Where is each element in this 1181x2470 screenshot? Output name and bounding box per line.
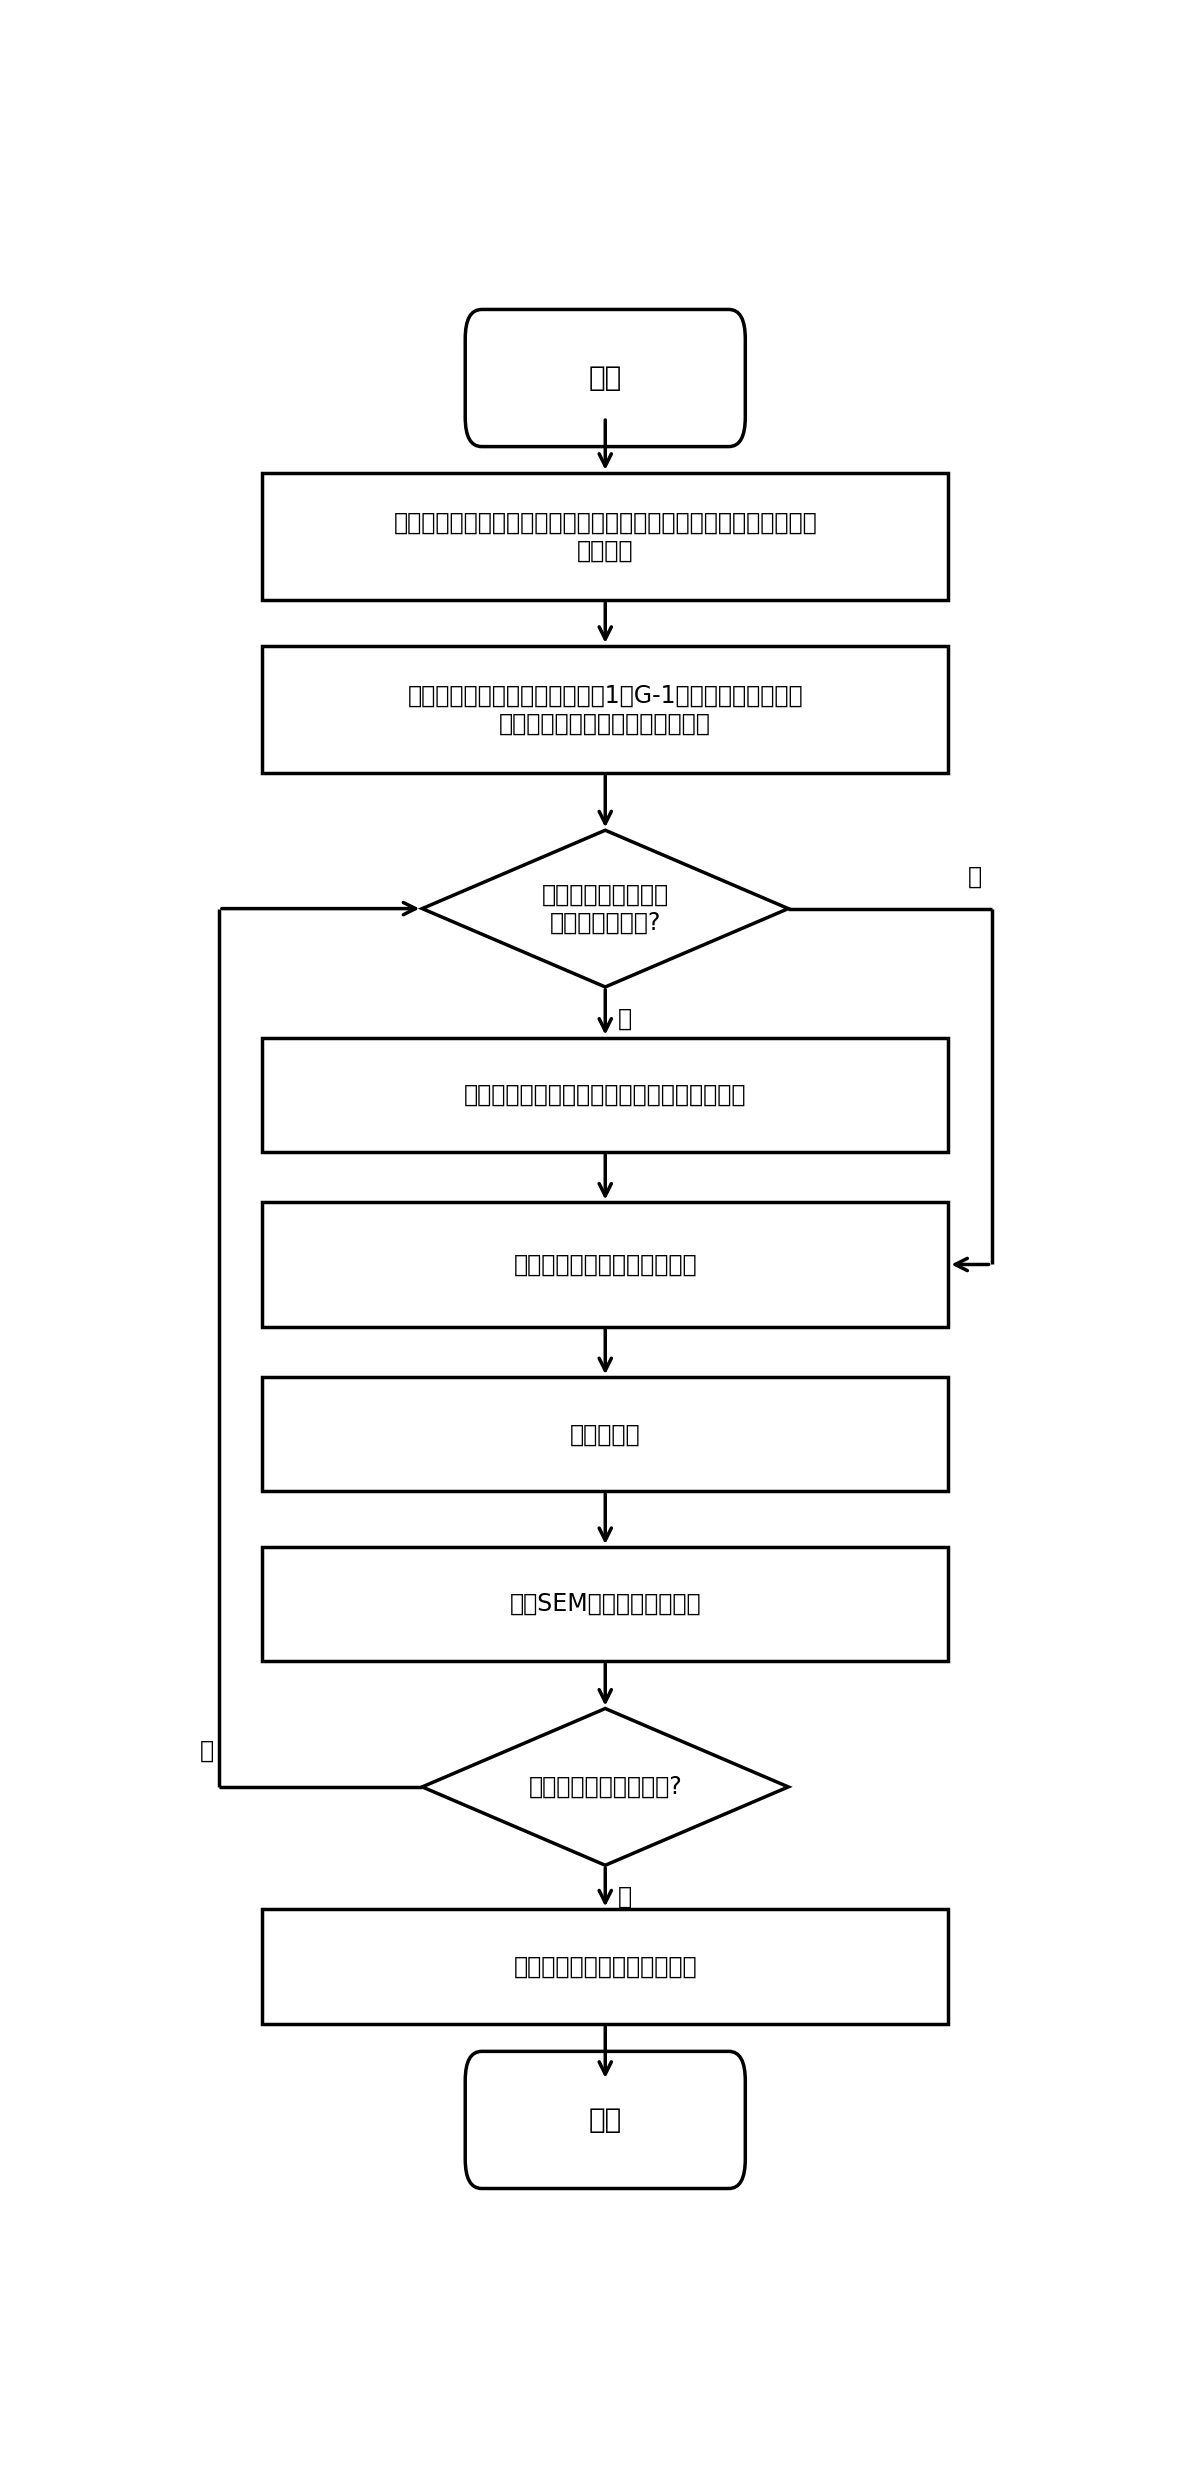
Text: 通过特征值搜索方法调整各受水用户供水过程: 通过特征值搜索方法调整各受水用户供水过程 [464,1082,746,1107]
Text: 得到水库供水调度全局最优解: 得到水库供水调度全局最优解 [514,1954,697,1978]
Text: 是: 是 [618,1885,632,1909]
Text: 是: 是 [968,864,983,889]
Text: 否: 否 [201,1739,215,1764]
Bar [262,1909,948,2023]
Text: 结束: 结束 [588,2107,622,2134]
Bar [262,1203,948,1326]
Text: 水量平衡计算，边界约束处理: 水量平衡计算，边界约束处理 [514,1252,697,1277]
Text: 否: 否 [618,1008,632,1030]
Text: 开始: 开始 [588,363,622,393]
Bar [262,1546,948,1662]
FancyBboxPatch shape [465,309,745,447]
Text: 根据水量平衡计算，随机生成第1到G-1个水利枢纽初始多方
引调水过程，作为粒子的初始位置: 根据水量平衡计算，随机生成第1到G-1个水利枢纽初始多方 引调水过程，作为粒子的… [407,684,803,736]
Bar [262,645,948,773]
Bar [262,472,948,600]
Text: 根据预报入流以及水库当前时段坝前水位，确定水利枢纽当前时段的
供水模式: 根据预报入流以及水库当前时段坝前水位，确定水利枢纽当前时段的 供水模式 [393,511,817,563]
Text: 是否满足迭代终止条件?: 是否满足迭代终止条件? [528,1776,683,1798]
Text: 是否满足各受水用户
时段需水量约束?: 是否满足各受水用户 时段需水量约束? [542,882,668,934]
Polygon shape [423,830,789,988]
Polygon shape [423,1709,789,1865]
Text: 使用SEM算法进行寻优计算: 使用SEM算法进行寻优计算 [509,1593,702,1615]
FancyBboxPatch shape [465,2053,745,2188]
Bar [262,1378,948,1492]
Text: 末水位修正: 末水位修正 [570,1423,640,1447]
Bar [262,1037,948,1151]
